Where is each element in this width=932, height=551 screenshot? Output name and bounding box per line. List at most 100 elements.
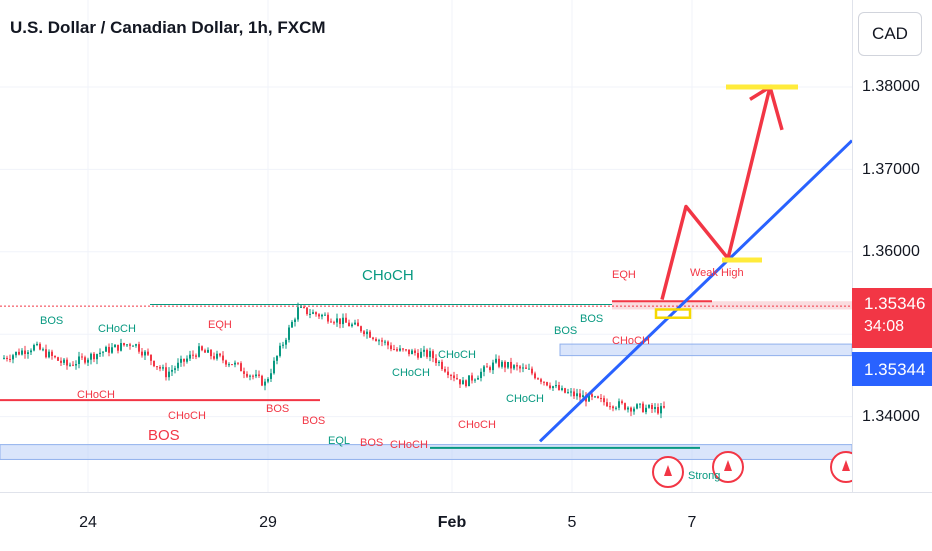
candle-body bbox=[657, 407, 659, 414]
candle-body bbox=[132, 345, 134, 347]
structure-label: EQH bbox=[208, 319, 232, 331]
maple-leaf-icon bbox=[664, 465, 672, 476]
projection-overlay bbox=[538, 84, 852, 488]
candle-body bbox=[198, 346, 200, 357]
candle-body bbox=[261, 375, 263, 386]
candle-body bbox=[249, 375, 251, 377]
currency-button[interactable]: CAD bbox=[858, 12, 922, 56]
event-flag-icon bbox=[830, 451, 852, 483]
candle-body bbox=[159, 366, 161, 369]
candle-body bbox=[36, 343, 38, 346]
candle-body bbox=[6, 357, 8, 359]
candle-body bbox=[18, 351, 20, 355]
candle-body bbox=[615, 407, 617, 409]
candle-body bbox=[543, 381, 545, 383]
candle-body bbox=[408, 349, 410, 355]
candle-body bbox=[309, 313, 311, 315]
candle-body bbox=[438, 361, 440, 364]
candle-body bbox=[102, 351, 104, 353]
structure-label: BOS bbox=[554, 325, 577, 337]
candles bbox=[3, 302, 665, 419]
structure-label: CHoCH bbox=[506, 393, 544, 405]
candle-body bbox=[459, 379, 461, 385]
support-zone bbox=[559, 343, 852, 357]
structure-label: EQH bbox=[612, 269, 636, 281]
candle-body bbox=[270, 373, 272, 379]
choch-main-label: CHoCH bbox=[362, 267, 414, 284]
candle-body bbox=[540, 379, 542, 382]
candle-body bbox=[555, 385, 557, 387]
candle-body bbox=[567, 392, 569, 394]
candle-body bbox=[114, 344, 116, 348]
price-tick: 1.37000 bbox=[862, 161, 920, 178]
candle-body bbox=[570, 391, 572, 393]
candle-body bbox=[513, 365, 515, 369]
candle-body bbox=[378, 340, 380, 342]
candle-body bbox=[549, 385, 551, 389]
candle-body bbox=[531, 368, 533, 374]
candle-body bbox=[606, 402, 608, 407]
candle-body bbox=[237, 362, 239, 364]
candle-body bbox=[225, 360, 227, 365]
candle-body bbox=[30, 350, 32, 353]
candle-body bbox=[291, 321, 293, 328]
structure-label: CHoCH bbox=[168, 410, 206, 422]
price-tick: 1.36000 bbox=[862, 243, 920, 260]
chart-title: U.S. Dollar / Canadian Dollar, 1h, FXCM bbox=[10, 18, 326, 37]
candle-body bbox=[201, 346, 203, 351]
chart-plot-area[interactable]: CHoCH BOS CHoCH CHoCH EQH CHoCH BOS BOS EQL BOS CH… bbox=[0, 0, 852, 492]
candle-body bbox=[510, 361, 512, 369]
structure-label: BOS bbox=[302, 415, 325, 427]
candle-body bbox=[246, 373, 248, 377]
candle-body bbox=[423, 349, 425, 352]
time-axis[interactable]: 24 29 Feb 5 7 bbox=[0, 492, 932, 551]
candle-body bbox=[126, 344, 128, 346]
candle-body bbox=[582, 395, 584, 398]
candle-body bbox=[597, 396, 599, 399]
candle-body bbox=[480, 371, 482, 378]
candle-body bbox=[453, 375, 455, 379]
candle-body bbox=[579, 393, 581, 398]
candle-body bbox=[78, 356, 80, 364]
structure-label: CHoCH bbox=[392, 367, 430, 379]
candle-body bbox=[639, 403, 641, 405]
structure-label: BOS bbox=[40, 315, 63, 327]
candle-body bbox=[210, 349, 212, 357]
candle-body bbox=[120, 343, 122, 351]
candle-body bbox=[387, 341, 389, 346]
candle-body bbox=[258, 374, 260, 376]
candle-body bbox=[627, 407, 629, 410]
candle-body bbox=[576, 393, 578, 397]
candle-body bbox=[144, 351, 146, 356]
time-tick: 29 bbox=[259, 514, 277, 531]
structure-label: EQL bbox=[328, 435, 350, 447]
last-price-value: 1.35346 bbox=[864, 294, 926, 313]
candle-body bbox=[243, 371, 245, 374]
candle-body bbox=[462, 380, 464, 385]
candle-body bbox=[642, 403, 644, 413]
price-axis[interactable] bbox=[852, 0, 932, 492]
candle-body bbox=[648, 404, 650, 408]
candle-body bbox=[27, 352, 29, 355]
candle-body bbox=[411, 350, 413, 355]
candle-body bbox=[168, 371, 170, 378]
weak-high-label: Weak High bbox=[690, 267, 744, 279]
last-price-badge: 1.35346 34:08 bbox=[852, 288, 932, 348]
candle-body bbox=[324, 314, 326, 316]
candle-body bbox=[468, 375, 470, 387]
candle-body bbox=[288, 327, 290, 340]
candle-body bbox=[111, 347, 113, 353]
candle-body bbox=[630, 407, 632, 412]
candle-body bbox=[54, 355, 56, 358]
candle-body bbox=[588, 394, 590, 402]
candle-body bbox=[297, 307, 299, 320]
time-tick: Feb bbox=[437, 514, 467, 531]
candle-body bbox=[306, 307, 308, 315]
strong-low-label: Strong bbox=[688, 470, 720, 482]
maple-leaf-icon bbox=[724, 460, 732, 471]
candle-body bbox=[372, 337, 374, 339]
candle-body bbox=[432, 351, 434, 359]
candle-body bbox=[507, 361, 509, 368]
candle-body bbox=[558, 385, 560, 390]
candle-body bbox=[333, 322, 335, 324]
